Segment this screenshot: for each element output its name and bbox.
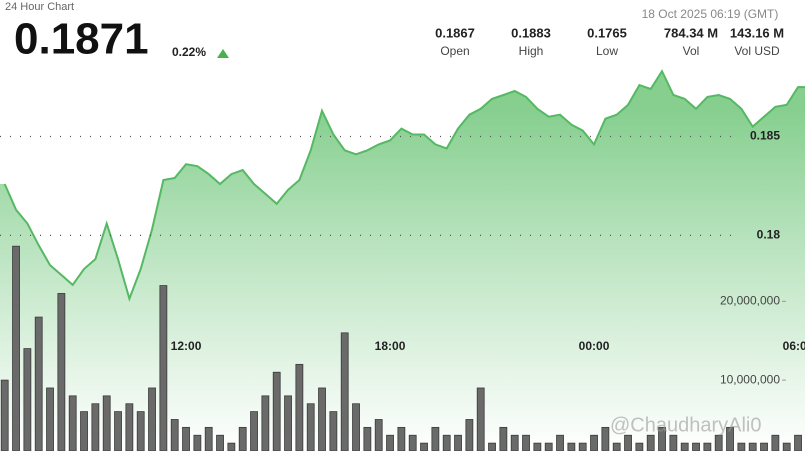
price-area xyxy=(0,71,805,451)
x-tick-label: 06:00 xyxy=(783,339,805,353)
volume-bar xyxy=(261,395,270,451)
volume-bar xyxy=(431,426,440,451)
volume-bar xyxy=(318,387,326,451)
volume-bar xyxy=(714,434,723,451)
date: 18 Oct 2025 06:19 (GMT) xyxy=(642,7,779,21)
volume-bar xyxy=(601,426,610,451)
volume-bar xyxy=(522,434,530,451)
volume-bar xyxy=(12,245,20,451)
plot-area xyxy=(0,69,805,451)
volume-bar xyxy=(680,442,689,451)
volume-bar xyxy=(0,379,9,451)
volume-bar xyxy=(771,434,780,451)
x-tick-label: 18:00 xyxy=(375,339,406,353)
volume-bar xyxy=(46,387,54,451)
volume-bar xyxy=(272,371,281,451)
volume-bar xyxy=(488,442,496,451)
up-arrow xyxy=(217,49,229,58)
volume-bar xyxy=(748,442,757,451)
volume-bar xyxy=(782,442,791,451)
volume-bar xyxy=(340,332,349,451)
volume-bar xyxy=(227,442,236,451)
volume-bar xyxy=(34,316,43,451)
volume-bar xyxy=(386,434,394,451)
y-tick-label: 0.18 xyxy=(757,228,781,242)
volume-bar xyxy=(91,403,100,451)
volume-bar xyxy=(499,426,508,451)
volume-bar xyxy=(703,442,712,451)
stat-label: Vol USD xyxy=(734,44,780,58)
volume-bar xyxy=(374,419,383,451)
volume-bar xyxy=(148,387,156,451)
volume-bar xyxy=(193,434,202,451)
volume-bar xyxy=(352,403,360,451)
volume-bar xyxy=(669,434,678,451)
stat-label: High xyxy=(519,44,544,58)
volume-bar xyxy=(794,434,802,451)
volume-bar xyxy=(635,442,644,451)
volume-bar xyxy=(329,411,338,451)
volume-bar xyxy=(102,395,111,451)
volume-bar xyxy=(238,426,247,451)
chart-label: 24 Hour Chart xyxy=(5,1,74,13)
volume-bar xyxy=(454,434,462,451)
volume-bar xyxy=(284,395,292,451)
volume-bar xyxy=(408,434,417,451)
volume-bar xyxy=(544,442,553,451)
volume-bar xyxy=(182,426,190,451)
stat-value: 0.1867 xyxy=(435,25,475,40)
stat-label: Vol xyxy=(683,44,700,58)
volume-bar xyxy=(590,434,598,451)
volume-bar xyxy=(612,442,621,451)
volume-bar xyxy=(363,426,372,451)
volume-bar xyxy=(533,442,542,451)
volume-bar xyxy=(306,403,315,451)
volume-bar xyxy=(159,285,168,451)
volume-bar xyxy=(476,387,485,451)
stat-value: 784.34 M xyxy=(664,25,718,40)
volume-bar xyxy=(465,419,474,451)
volume-bar xyxy=(760,442,768,451)
volume-bar xyxy=(204,426,213,451)
change: 0.22% xyxy=(172,45,206,59)
volume-bar xyxy=(80,411,88,451)
volume-bar xyxy=(556,434,564,451)
volume-bar xyxy=(737,442,746,451)
x-tick-label: 00:00 xyxy=(579,339,610,353)
volume-bar xyxy=(567,442,576,451)
volume-bar xyxy=(624,434,632,451)
volume-bar xyxy=(397,426,406,451)
volume-bar xyxy=(68,395,77,451)
y-tick-label: 0.185 xyxy=(750,129,780,143)
volume-bar xyxy=(250,411,258,451)
volume-bar xyxy=(420,442,428,451)
y2-tick-label: 20,000,000 xyxy=(720,294,780,308)
stat-label: Open xyxy=(440,44,469,58)
volume-bar xyxy=(170,419,179,451)
volume-bar xyxy=(114,411,122,451)
stat-value: 0.1765 xyxy=(587,25,627,40)
x-tick-label: 12:00 xyxy=(171,339,202,353)
price: 0.1871 xyxy=(14,15,149,64)
y2-tick-label: 10,000,000 xyxy=(720,372,780,386)
volume-bar xyxy=(295,363,304,451)
volume-bar xyxy=(692,442,700,451)
volume-bar xyxy=(216,434,224,451)
watermark: @ChaudharyAli0 xyxy=(610,414,762,436)
stat-label: Low xyxy=(596,44,618,58)
stat-value: 0.1883 xyxy=(511,25,551,40)
volume-bar xyxy=(578,442,587,451)
volume-bar xyxy=(442,434,451,451)
volume-bar xyxy=(646,434,655,451)
stat-value: 143.16 M xyxy=(730,25,784,40)
volume-bar xyxy=(23,348,32,451)
volume-bar xyxy=(136,411,145,451)
volume-bar xyxy=(57,293,66,451)
volume-bar xyxy=(510,434,519,451)
volume-bar xyxy=(125,403,134,451)
price-line xyxy=(3,69,805,302)
